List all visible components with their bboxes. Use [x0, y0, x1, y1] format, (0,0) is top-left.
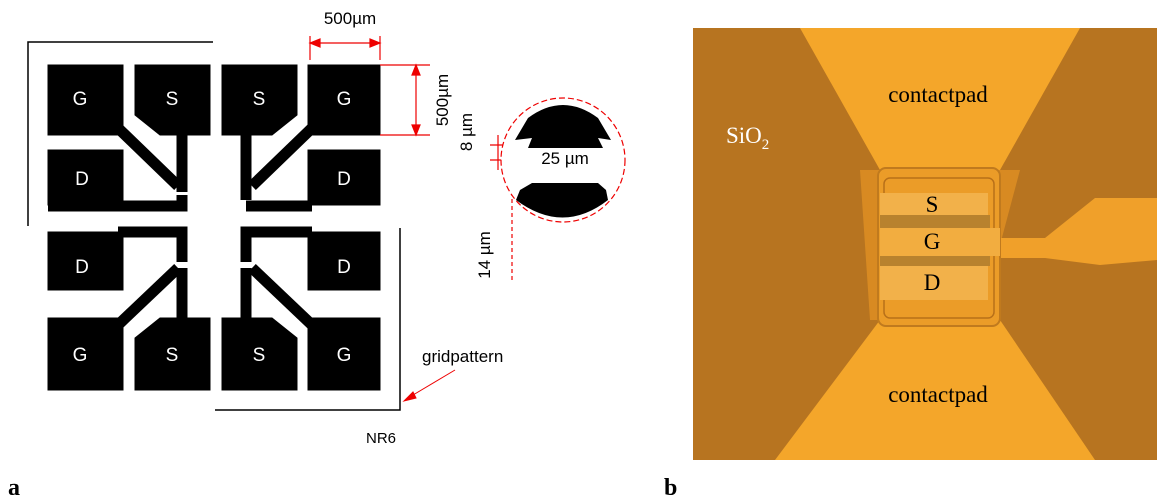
- electrode-label: D: [924, 270, 941, 295]
- pad-label: D: [337, 257, 351, 278]
- pad-label: S: [166, 89, 179, 110]
- dim-channel: 25 µm: [541, 149, 589, 168]
- pad-label: G: [73, 345, 88, 366]
- mask-name: NR6: [366, 430, 396, 447]
- pad-label: D: [75, 257, 89, 278]
- bottom-pad-label: contactpad: [888, 382, 988, 407]
- pad-label: S: [166, 345, 179, 366]
- panel-label: b: [664, 475, 677, 501]
- dim-gap: 8 µm: [457, 113, 476, 151]
- dim-lead: 14 µm: [475, 231, 494, 279]
- pad-label: D: [75, 169, 89, 190]
- pad-label: G: [337, 345, 352, 366]
- grid-pattern-arrow: [404, 370, 455, 401]
- electrode-pads: [48, 65, 380, 390]
- grid-pattern-label: gridpattern: [422, 347, 503, 366]
- panel-label: a: [8, 475, 20, 501]
- pad-label: D: [337, 169, 351, 190]
- pad-label: G: [73, 89, 88, 110]
- dim-width: 500µm: [324, 9, 376, 28]
- pad-label: S: [253, 89, 266, 110]
- figure: GSSGDDDDGSSG 500µm 500µm 8 µm 25 µm 14 µ…: [0, 0, 1157, 502]
- pad-label: S: [253, 345, 266, 366]
- top-pad-label: contactpad: [888, 82, 988, 107]
- electrode-label: G: [924, 229, 941, 254]
- dim-height: 500µm: [433, 74, 452, 126]
- electrode-label: S: [926, 192, 939, 217]
- pad-label: G: [337, 89, 352, 110]
